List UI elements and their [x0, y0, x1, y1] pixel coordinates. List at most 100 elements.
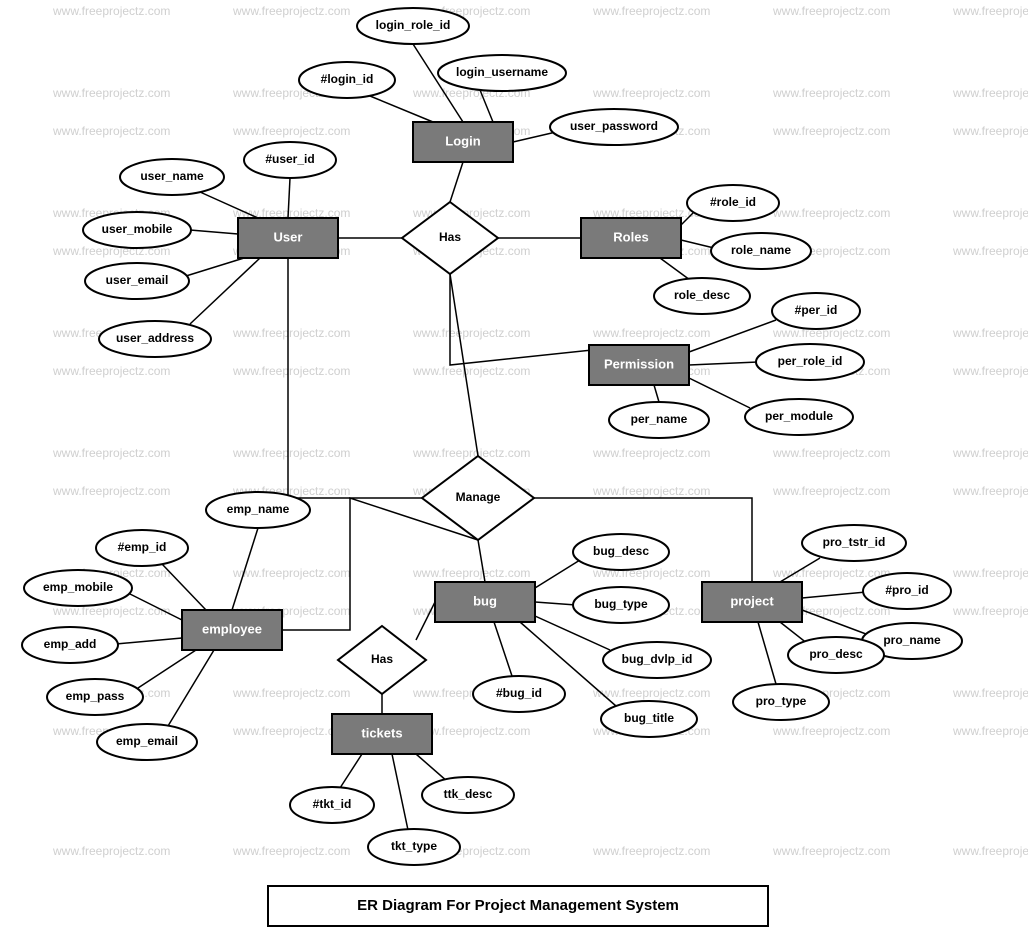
- watermark: www.freeprojectz.com: [232, 686, 350, 700]
- attribute-per_id: #per_id: [772, 293, 860, 329]
- svg-text:bug: bug: [473, 593, 497, 608]
- entity-employee: employee: [182, 610, 282, 650]
- watermark-layer: www.freeprojectz.com www.freeprojectz.com…: [52, 4, 1028, 858]
- edge: [450, 162, 463, 202]
- watermark: www.freeprojectz.com: [952, 844, 1028, 858]
- watermark: www.freeprojectz.com: [412, 326, 530, 340]
- watermark: www.freeprojectz.com: [412, 364, 530, 378]
- watermark: www.freeprojectz.com: [592, 86, 710, 100]
- edge: [186, 258, 244, 276]
- watermark: www.freeprojectz.com: [232, 566, 350, 580]
- svg-text:Permission: Permission: [604, 356, 674, 371]
- attribute-per_module: per_module: [745, 399, 853, 435]
- watermark: www.freeprojectz.com: [592, 326, 710, 340]
- attribute-tkt_id: #tkt_id: [290, 787, 374, 823]
- svg-text:User: User: [274, 229, 303, 244]
- svg-text:role_name: role_name: [731, 243, 791, 257]
- svg-text:user_name: user_name: [140, 169, 204, 183]
- entity-permission: Permission: [589, 345, 689, 385]
- attribute-ttk_desc: ttk_desc: [422, 777, 514, 813]
- watermark: www.freeprojectz.com: [952, 124, 1028, 138]
- attribute-user_id: #user_id: [244, 142, 336, 178]
- edge: [660, 258, 690, 280]
- svg-text:emp_email: emp_email: [116, 734, 178, 748]
- attribute-user_mobile: user_mobile: [83, 212, 191, 248]
- svg-text:per_name: per_name: [631, 412, 688, 426]
- attribute-pro_id: #pro_id: [863, 573, 951, 609]
- svg-text:ttk_desc: ttk_desc: [444, 787, 493, 801]
- watermark: www.freeprojectz.com: [772, 844, 890, 858]
- watermark: www.freeprojectz.com: [952, 724, 1028, 738]
- svg-text:#per_id: #per_id: [795, 303, 838, 317]
- attribute-role_id: #role_id: [687, 185, 779, 221]
- attribute-bug_type: bug_type: [573, 587, 669, 623]
- edge: [116, 638, 182, 644]
- entity-project: project: [702, 582, 802, 622]
- entity-user: User: [238, 218, 338, 258]
- watermark: www.freeprojectz.com: [952, 446, 1028, 460]
- edge: [392, 754, 408, 830]
- edge: [138, 650, 196, 688]
- watermark: www.freeprojectz.com: [952, 364, 1028, 378]
- edge: [288, 258, 422, 498]
- svg-text:Has: Has: [371, 652, 393, 666]
- watermark: www.freeprojectz.com: [592, 446, 710, 460]
- svg-text:Has: Has: [439, 230, 461, 244]
- watermark: www.freeprojectz.com: [772, 446, 890, 460]
- relationship-has2: Has: [338, 626, 426, 694]
- watermark: www.freeprojectz.com: [772, 566, 890, 580]
- edge: [654, 385, 659, 402]
- watermark: www.freeprojectz.com: [592, 484, 710, 498]
- er-diagram: www.freeprojectz.com www.freeprojectz.com…: [0, 0, 1028, 941]
- watermark: www.freeprojectz.com: [232, 364, 350, 378]
- watermark: www.freeprojectz.com: [592, 686, 710, 700]
- svg-text:user_address: user_address: [116, 331, 194, 345]
- watermark: www.freeprojectz.com: [52, 446, 170, 460]
- svg-text:#user_id: #user_id: [265, 152, 314, 166]
- watermark: www.freeprojectz.com: [52, 844, 170, 858]
- svg-text:per_module: per_module: [765, 409, 833, 423]
- watermark: www.freeprojectz.com: [952, 566, 1028, 580]
- entity-roles: Roles: [581, 218, 681, 258]
- watermark: www.freeprojectz.com: [772, 484, 890, 498]
- watermark: www.freeprojectz.com: [52, 124, 170, 138]
- attribute-user_name: user_name: [120, 159, 224, 195]
- svg-text:ER Diagram For Project Managem: ER Diagram For Project Management System: [357, 897, 679, 914]
- watermark: www.freeprojectz.com: [232, 326, 350, 340]
- svg-text:tkt_type: tkt_type: [391, 839, 437, 853]
- attribute-user_address: user_address: [99, 321, 211, 357]
- attribute-pro_tstr_id: pro_tstr_id: [802, 525, 906, 561]
- watermark: www.freeprojectz.com: [412, 566, 530, 580]
- svg-text:role_desc: role_desc: [674, 288, 730, 302]
- edge: [190, 230, 238, 234]
- watermark: www.freeprojectz.com: [412, 446, 530, 460]
- attribute-emp_mobile: emp_mobile: [24, 570, 132, 606]
- edge: [535, 602, 576, 605]
- svg-text:Manage: Manage: [456, 490, 501, 504]
- watermark: www.freeprojectz.com: [232, 844, 350, 858]
- entity-tickets: tickets: [332, 714, 432, 754]
- watermark: www.freeprojectz.com: [592, 4, 710, 18]
- svg-text:bug_title: bug_title: [624, 711, 674, 725]
- svg-text:bug_type: bug_type: [594, 597, 648, 611]
- attribute-emp_email: emp_email: [97, 724, 197, 760]
- edge: [200, 192, 258, 218]
- watermark: www.freeprojectz.com: [592, 844, 710, 858]
- diagram-title: ER Diagram For Project Management System: [268, 886, 768, 926]
- svg-text:emp_pass: emp_pass: [66, 689, 125, 703]
- attribute-bug_title: bug_title: [601, 701, 697, 737]
- svg-text:#emp_id: #emp_id: [118, 540, 167, 554]
- watermark: www.freeprojectz.com: [952, 326, 1028, 340]
- svg-text:user_password: user_password: [570, 119, 658, 133]
- svg-text:employee: employee: [202, 621, 262, 636]
- watermark: www.freeprojectz.com: [772, 206, 890, 220]
- watermark: www.freeprojectz.com: [952, 686, 1028, 700]
- attribute-bug_dvlp_id: bug_dvlp_id: [603, 642, 711, 678]
- svg-text:bug_dvlp_id: bug_dvlp_id: [622, 652, 693, 666]
- svg-text:pro_name: pro_name: [883, 633, 941, 647]
- edge: [802, 592, 866, 598]
- attribute-pro_desc: pro_desc: [788, 637, 884, 673]
- edge: [340, 754, 362, 788]
- svg-text:#tkt_id: #tkt_id: [313, 797, 352, 811]
- svg-text:per_role_id: per_role_id: [778, 354, 843, 368]
